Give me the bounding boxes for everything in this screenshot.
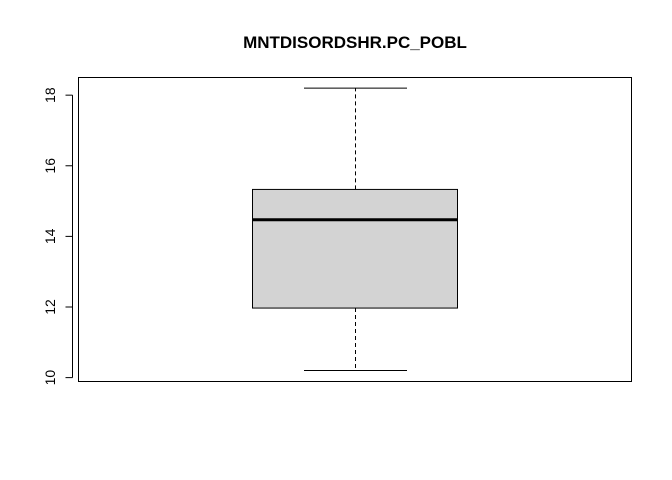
y-tick-label: 16 (42, 158, 58, 174)
y-tick-label: 18 (42, 87, 58, 103)
plot-frame (78, 77, 632, 382)
y-tick-label: 10 (42, 370, 58, 386)
y-axis: 10 12 14 16 18 (42, 87, 73, 385)
boxplot (252, 87, 458, 372)
y-tick-label: 12 (42, 299, 58, 315)
y-tick-label: 14 (42, 228, 58, 244)
interquartile-box (252, 188, 458, 309)
chart-title: MNTDISORDSHR.PC_POBL (243, 33, 467, 52)
